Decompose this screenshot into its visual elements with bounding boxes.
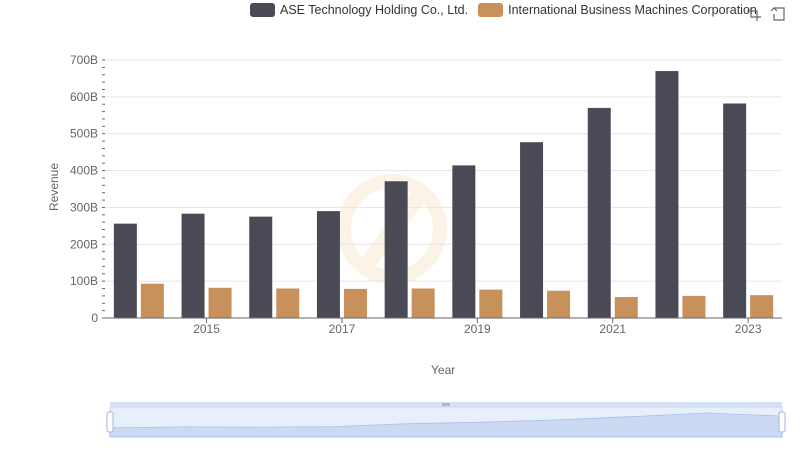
bar-ibm[interactable] xyxy=(614,296,638,318)
legend-label-ibm: International Business Machines Corporat… xyxy=(508,3,757,17)
bar-ibm[interactable] xyxy=(682,295,706,318)
bar-ase[interactable] xyxy=(113,223,137,318)
x-tick-label: 2019 xyxy=(464,322,491,336)
x-tick-label: 2017 xyxy=(329,322,356,336)
bar-ase[interactable] xyxy=(520,142,544,318)
bar-ibm[interactable] xyxy=(276,288,300,318)
bar-ibm[interactable] xyxy=(750,295,774,318)
y-tick-label: 700B xyxy=(70,53,98,67)
bar-ase[interactable] xyxy=(452,165,476,318)
bar-ibm[interactable] xyxy=(547,290,571,318)
bar-ibm[interactable] xyxy=(479,289,503,318)
data-zoom-slider[interactable] xyxy=(106,402,786,438)
y-tick-label: 0 xyxy=(91,311,98,325)
x-tick-label: 2023 xyxy=(735,322,762,336)
y-tick-label: 300B xyxy=(70,200,98,214)
x-axis: 2015 2017 2019 2021 2023 xyxy=(105,317,782,336)
bar-ibm[interactable] xyxy=(343,288,367,318)
bar-ibm[interactable] xyxy=(140,283,164,318)
y-tick-label: 500B xyxy=(70,127,98,141)
y-tick-label: 100B xyxy=(70,274,98,288)
x-axis-title: Year xyxy=(431,363,456,377)
bar-ibm[interactable] xyxy=(208,287,232,318)
bar-ase[interactable] xyxy=(587,107,611,319)
y-axis: 0 100B 200B 300B 400B 500B 600B 700B xyxy=(70,53,105,325)
bar-ase[interactable] xyxy=(655,71,679,318)
legend-swatch-ase xyxy=(250,3,275,17)
y-axis-title: Revenue xyxy=(47,162,62,212)
legend-item-ase[interactable]: ASE Technology Holding Co., Ltd. xyxy=(250,3,468,17)
y-tick-label: 600B xyxy=(70,90,98,104)
bar-ase[interactable] xyxy=(316,211,340,318)
legend-swatch-ibm xyxy=(478,3,504,17)
slider-grip xyxy=(442,403,450,406)
slider-handle-right[interactable] xyxy=(778,411,786,433)
slider-handle-left[interactable] xyxy=(106,411,114,433)
bar-ase[interactable] xyxy=(723,103,747,319)
x-tick-label: 2015 xyxy=(193,322,220,336)
bar-ase[interactable] xyxy=(181,213,205,318)
legend: ASE Technology Holding Co., Ltd. Interna… xyxy=(250,3,757,17)
bar-ase[interactable] xyxy=(249,216,273,318)
zoom-select-icon[interactable] xyxy=(746,6,762,22)
zoom-reset-icon[interactable] xyxy=(770,6,786,22)
bars[interactable] xyxy=(113,71,774,319)
y-tick-label: 400B xyxy=(70,164,98,178)
legend-item-ibm[interactable]: International Business Machines Corporat… xyxy=(478,3,757,17)
toolbox xyxy=(746,6,786,22)
y-tick-label: 200B xyxy=(70,237,98,251)
x-tick-label: 2021 xyxy=(599,322,626,336)
legend-label-ase: ASE Technology Holding Co., Ltd. xyxy=(280,3,469,17)
bar-ibm[interactable] xyxy=(411,288,435,318)
bar-ase[interactable] xyxy=(384,181,408,318)
